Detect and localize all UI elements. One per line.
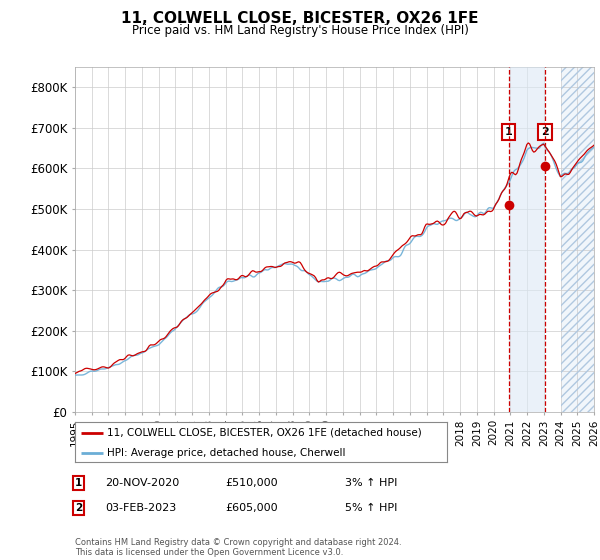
Text: 11, COLWELL CLOSE, BICESTER, OX26 1FE: 11, COLWELL CLOSE, BICESTER, OX26 1FE [121,11,479,26]
Text: £510,000: £510,000 [225,478,278,488]
Text: 1: 1 [505,127,512,137]
Text: Price paid vs. HM Land Registry's House Price Index (HPI): Price paid vs. HM Land Registry's House … [131,24,469,36]
Text: 1: 1 [75,478,82,488]
Text: 2: 2 [541,127,549,137]
Text: 20-NOV-2020: 20-NOV-2020 [105,478,179,488]
Text: 03-FEB-2023: 03-FEB-2023 [105,503,176,513]
Text: HPI: Average price, detached house, Cherwell: HPI: Average price, detached house, Cher… [107,448,345,458]
Bar [509,67,545,412]
Text: Contains HM Land Registry data © Crown copyright and database right 2024.
This d: Contains HM Land Registry data © Crown c… [75,538,401,557]
Text: 3% ↑ HPI: 3% ↑ HPI [345,478,397,488]
Text: £605,000: £605,000 [225,503,278,513]
Text: 5% ↑ HPI: 5% ↑ HPI [345,503,397,513]
Bar [560,67,594,412]
Text: 11, COLWELL CLOSE, BICESTER, OX26 1FE (detached house): 11, COLWELL CLOSE, BICESTER, OX26 1FE (d… [107,428,421,438]
Bar [560,67,594,412]
Text: 2: 2 [75,503,82,513]
